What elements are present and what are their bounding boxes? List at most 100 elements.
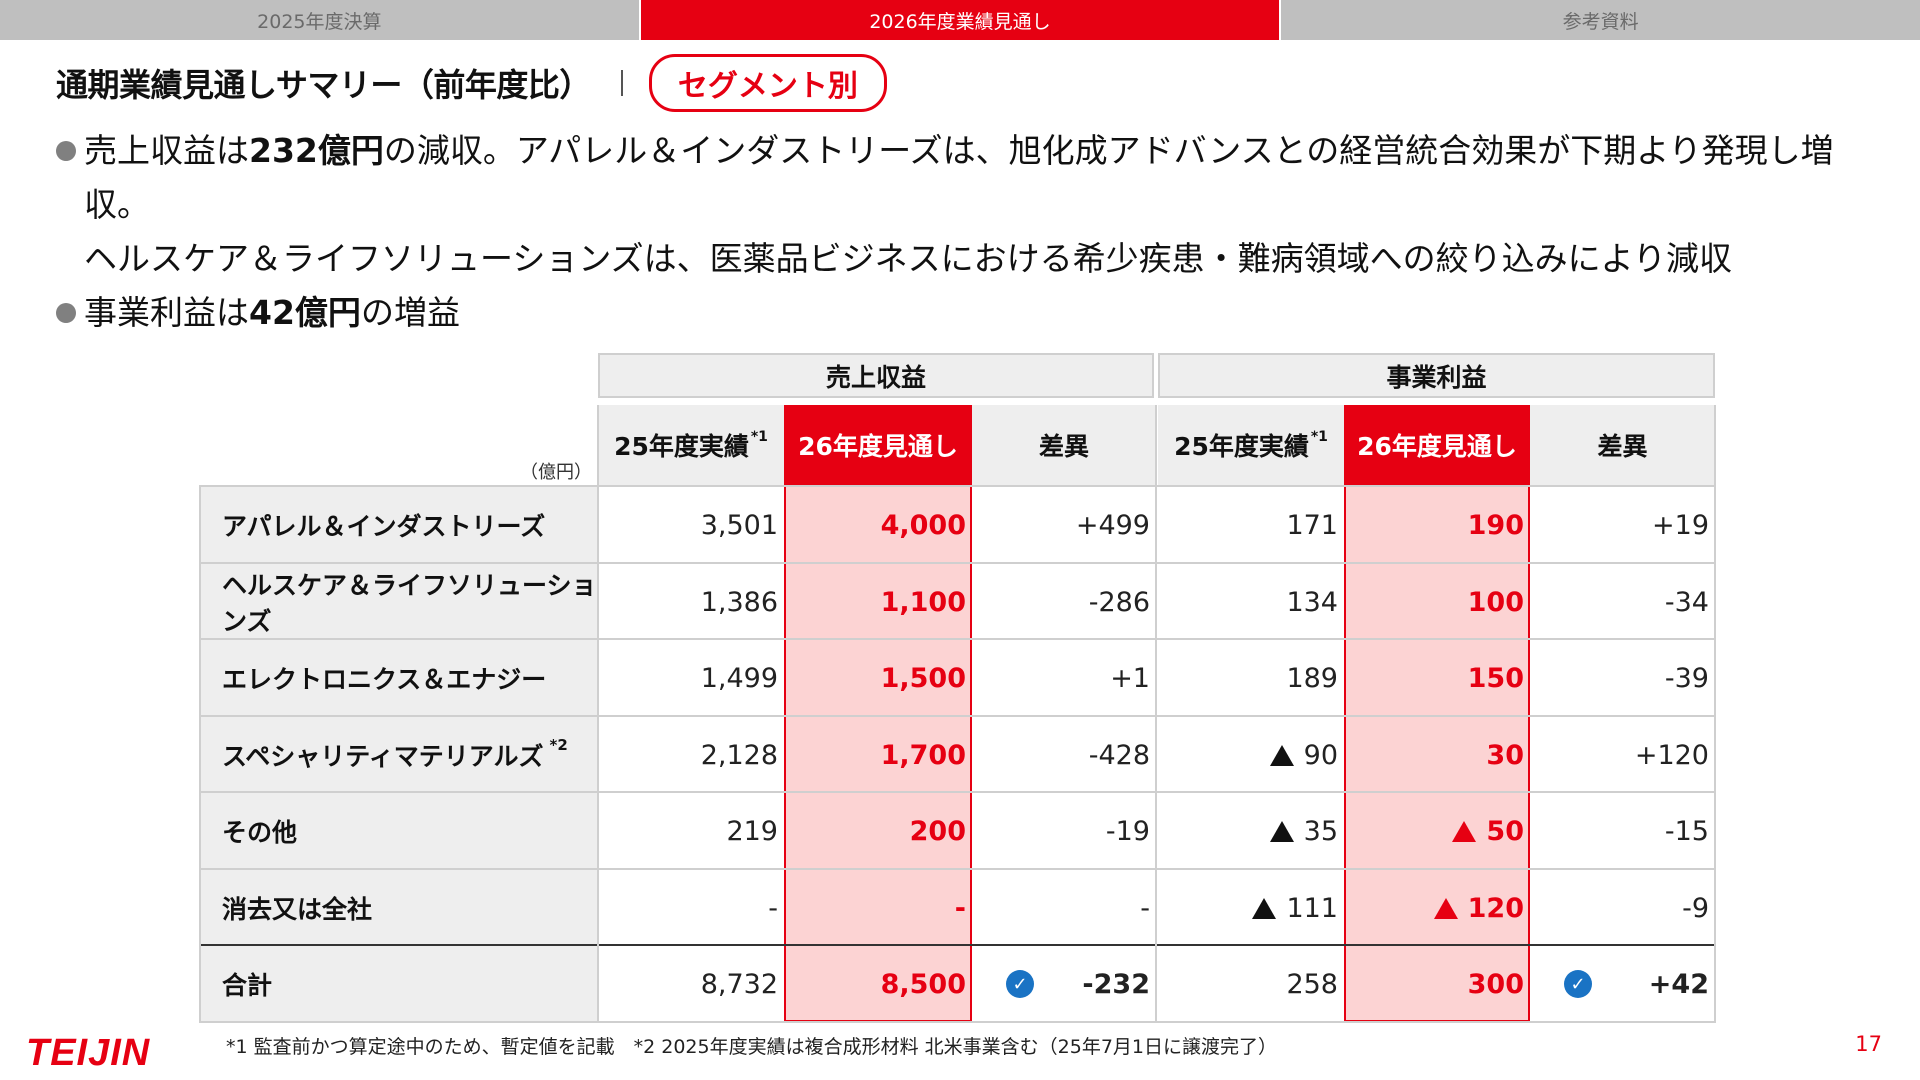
row-label-text: アパレル＆インダストリーズ xyxy=(222,512,546,541)
row-divider xyxy=(200,562,1715,564)
profit-actual-cell: 90 xyxy=(1158,717,1344,793)
revenue-actual-cell: 3,501 xyxy=(598,487,784,563)
col-revenue-diff: 差異 xyxy=(972,405,1156,485)
revenue-diff-value: -428 xyxy=(1088,739,1150,771)
profit-diff-cell: +42 xyxy=(1530,946,1715,1022)
bullet-revenue-amount: 232億円 xyxy=(249,131,384,170)
column-divider xyxy=(597,405,599,1023)
bullet-profit-post: の増益 xyxy=(360,293,460,332)
revenue-diff-cell: +499 xyxy=(972,487,1156,563)
revenue-forecast-value: 4,000 xyxy=(880,509,966,541)
forecast-band-profit xyxy=(1344,485,1530,1022)
revenue-actual-value: - xyxy=(768,892,778,924)
profit-forecast-cell: 300 xyxy=(1344,946,1530,1022)
footnote: *1 監査前かつ算定途中のため、暫定値を記載 *2 2025年度実績は複合成形材… xyxy=(226,1036,1278,1058)
profit-forecast-cell: 120 xyxy=(1344,870,1530,946)
revenue-forecast-cell: 8,500 xyxy=(784,946,972,1022)
profit-diff-value: -15 xyxy=(1664,815,1709,847)
row-label-note: *2 xyxy=(549,736,568,754)
revenue-forecast-value: 8,500 xyxy=(880,968,966,1000)
title-separator xyxy=(620,70,623,96)
total-divider xyxy=(200,944,1715,946)
revenue-diff-value: +499 xyxy=(1075,509,1150,541)
profit-forecast-cell: 150 xyxy=(1344,640,1530,716)
revenue-forecast-value: 200 xyxy=(909,815,966,847)
profit-actual-value: 189 xyxy=(1286,662,1338,694)
col-profit-forecast: 26年度見通し xyxy=(1344,405,1530,485)
column-divider xyxy=(1155,405,1157,1023)
tab-2025-results[interactable]: 2025年度決算 xyxy=(0,0,639,40)
table-row-label: その他 xyxy=(200,793,598,869)
tab-reference[interactable]: 参考資料 xyxy=(1281,0,1920,40)
page-title: 通期業績見通しサマリー（前年度比） xyxy=(56,66,591,104)
profit-actual-value: 134 xyxy=(1286,586,1338,618)
revenue-forecast-cell: 200 xyxy=(784,793,972,869)
profit-actual-value: 258 xyxy=(1286,968,1338,1000)
profit-actual-cell: 189 xyxy=(1158,640,1344,716)
profit-diff-value: +19 xyxy=(1652,509,1709,541)
col-revenue-actual-note: *1 xyxy=(750,429,768,445)
profit-forecast-cell: 30 xyxy=(1344,717,1530,793)
row-divider xyxy=(200,791,1715,793)
bullet-revenue-post: の減収。アパレル＆インダストリーズは、旭化成アドバンスとの経営統合効果が下期より… xyxy=(84,131,1834,224)
col-profit-actual: 25年度実績 *1 xyxy=(1158,405,1344,485)
revenue-actual-cell: 2,128 xyxy=(598,717,784,793)
profit-forecast-cell: 50 xyxy=(1344,793,1530,869)
col-profit-actual-label: 25年度実績 xyxy=(1174,432,1309,461)
revenue-actual-value: 1,499 xyxy=(700,662,778,694)
profit-diff-cell: -34 xyxy=(1530,564,1715,640)
col-profit-diff: 差異 xyxy=(1530,405,1715,485)
revenue-forecast-cell: 4,000 xyxy=(784,487,972,563)
col-revenue-forecast: 26年度見通し xyxy=(784,405,972,485)
revenue-diff-value: -232 xyxy=(1082,968,1150,1000)
revenue-forecast-cell: 1,100 xyxy=(784,564,972,640)
section-tabs: 2025年度決算 2026年度業績見通し 参考資料 xyxy=(0,0,1920,40)
revenue-actual-value: 1,386 xyxy=(700,586,778,618)
bullet-dot-icon xyxy=(56,303,76,323)
revenue-diff-value: - xyxy=(1140,892,1150,924)
profit-actual-cell: 35 xyxy=(1158,793,1344,869)
forecast-band-revenue xyxy=(784,485,972,1022)
profit-actual-cell: 134 xyxy=(1158,564,1344,640)
bullet-revenue-continuation: ヘルスケア＆ライフソリューションズは、医薬品ビジネスにおける希少疾患・難病領域へ… xyxy=(84,239,1733,278)
table-bottom-line xyxy=(200,1021,1715,1023)
col-revenue-actual-label: 25年度実績 xyxy=(614,432,749,461)
profit-diff-cell: -9 xyxy=(1530,870,1715,946)
table-row-label: エレクトロニクス＆エナジー xyxy=(200,640,598,716)
tab-2026-forecast[interactable]: 2026年度業績見通し xyxy=(640,0,1280,40)
revenue-diff-value: -286 xyxy=(1088,586,1150,618)
bullet-profit-text: 事業利益は42億円の増益 xyxy=(84,286,460,340)
table-row-label: ヘルスケア＆ライフソリューションズ xyxy=(200,564,598,640)
column-divider xyxy=(199,485,201,1023)
profit-diff-cell: +120 xyxy=(1530,717,1715,793)
revenue-actual-cell: 219 xyxy=(598,793,784,869)
summary-bullets: 売上収益は232億円の減収。アパレル＆インダストリーズは、旭化成アドバンスとの経… xyxy=(56,124,1896,340)
check-circle-icon: ✓ xyxy=(1006,970,1034,998)
group-header-revenue: 売上収益 xyxy=(598,353,1154,398)
profit-diff-value: -39 xyxy=(1664,662,1709,694)
revenue-actual-cell: 1,386 xyxy=(598,564,784,640)
group-header-profit: 事業利益 xyxy=(1158,353,1715,398)
negative-triangle-icon xyxy=(1252,897,1277,919)
table-row-label: アパレル＆インダストリーズ xyxy=(200,487,598,563)
bullet-revenue-pre: 売上収益は xyxy=(84,131,249,170)
bullet-revenue-text: 売上収益は232億円の減収。アパレル＆インダストリーズは、旭化成アドバンスとの経… xyxy=(84,124,1896,232)
profit-actual-value: 111 xyxy=(1286,892,1338,924)
page-number: 17 xyxy=(1855,1032,1882,1056)
check-circle-icon: ✓ xyxy=(1564,970,1592,998)
row-divider xyxy=(200,715,1715,717)
row-label-text: エレクトロニクス＆エナジー xyxy=(222,665,547,694)
revenue-actual-cell: 8,732 xyxy=(598,946,784,1022)
revenue-diff-value: +1 xyxy=(1110,662,1150,694)
column-divider xyxy=(1714,405,1716,1023)
row-label-text: 消去又は全社 xyxy=(222,895,373,924)
profit-forecast-value: 300 xyxy=(1467,968,1524,1000)
profit-diff-value: +42 xyxy=(1648,968,1709,1000)
profit-actual-value: 90 xyxy=(1303,739,1338,771)
col-profit-actual-note: *1 xyxy=(1310,429,1328,445)
revenue-actual-cell: - xyxy=(598,870,784,946)
row-divider xyxy=(200,485,1715,487)
revenue-forecast-cell: - xyxy=(784,870,972,946)
col-revenue-actual: 25年度実績 *1 xyxy=(598,405,784,485)
revenue-actual-value: 8,732 xyxy=(700,968,778,1000)
